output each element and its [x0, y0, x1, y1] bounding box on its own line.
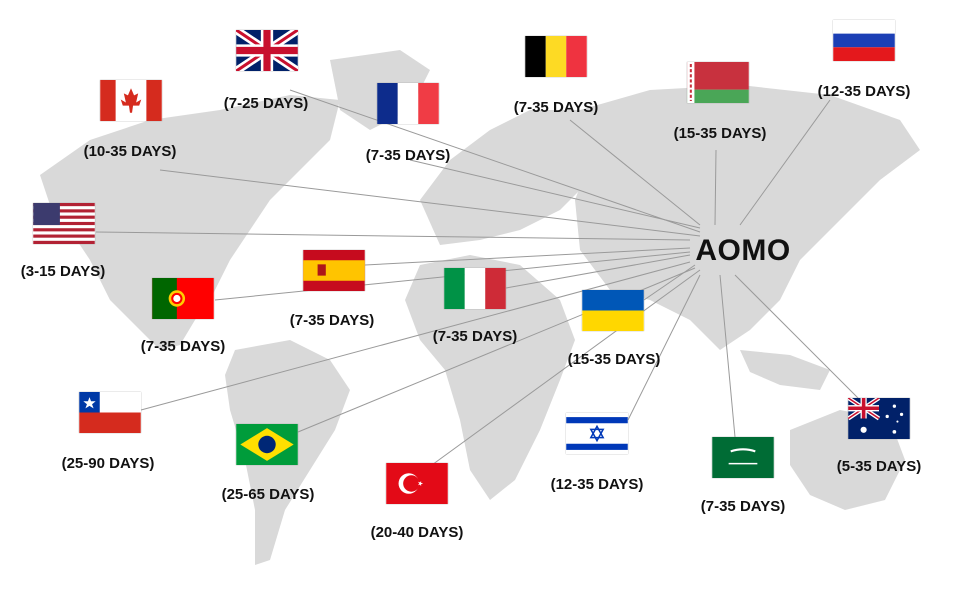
days-label: (12-35 DAYS): [817, 83, 911, 100]
italy-flag: [444, 268, 506, 309]
chile-flag: [79, 392, 141, 433]
days-label: (7-35 DAYS): [289, 312, 375, 329]
africa: [405, 255, 575, 500]
days-label: (12-35 DAYS): [550, 476, 644, 493]
australia-flag: [848, 398, 910, 439]
days-label: (15-35 DAYS): [673, 125, 767, 142]
belarus-flag: [687, 62, 749, 103]
days-label: (7-35 DAYS): [700, 498, 786, 515]
days-label: (7-35 DAYS): [365, 147, 451, 164]
days-label: (7-35 DAYS): [140, 338, 226, 355]
days-label: (20-40 DAYS): [370, 524, 464, 541]
days-label: (7-35 DAYS): [513, 99, 599, 116]
days-label: (3-15 DAYS): [20, 263, 106, 280]
days-label: (25-65 DAYS): [221, 486, 315, 503]
north-america: [40, 95, 340, 350]
belgium-flag: [525, 36, 587, 77]
portugal-flag: [152, 278, 214, 319]
uk-flag: [236, 30, 298, 71]
spain-flag: [303, 250, 365, 291]
days-label: (10-35 DAYS): [83, 143, 177, 160]
europe: [420, 110, 600, 245]
turkey-flag: [386, 463, 448, 504]
russia-flag: [833, 20, 895, 61]
canada-flag: [100, 80, 162, 121]
france-flag: [377, 83, 439, 124]
days-label: (15-35 DAYS): [567, 351, 661, 368]
days-label: (25-90 DAYS): [61, 455, 155, 472]
brazil-flag: [236, 424, 298, 465]
ukraine-flag: [582, 290, 644, 331]
days-label: (5-35 DAYS): [836, 458, 922, 475]
days-label: (7-35 DAYS): [432, 328, 518, 345]
southeast-asia: [740, 350, 830, 390]
asia: [575, 85, 920, 350]
saudi-flag: [712, 437, 774, 478]
israel-flag: [566, 413, 628, 454]
days-label: (7-25 DAYS): [223, 95, 309, 112]
brand-origin: AOMO: [695, 234, 791, 267]
usa-flag: [33, 203, 95, 244]
